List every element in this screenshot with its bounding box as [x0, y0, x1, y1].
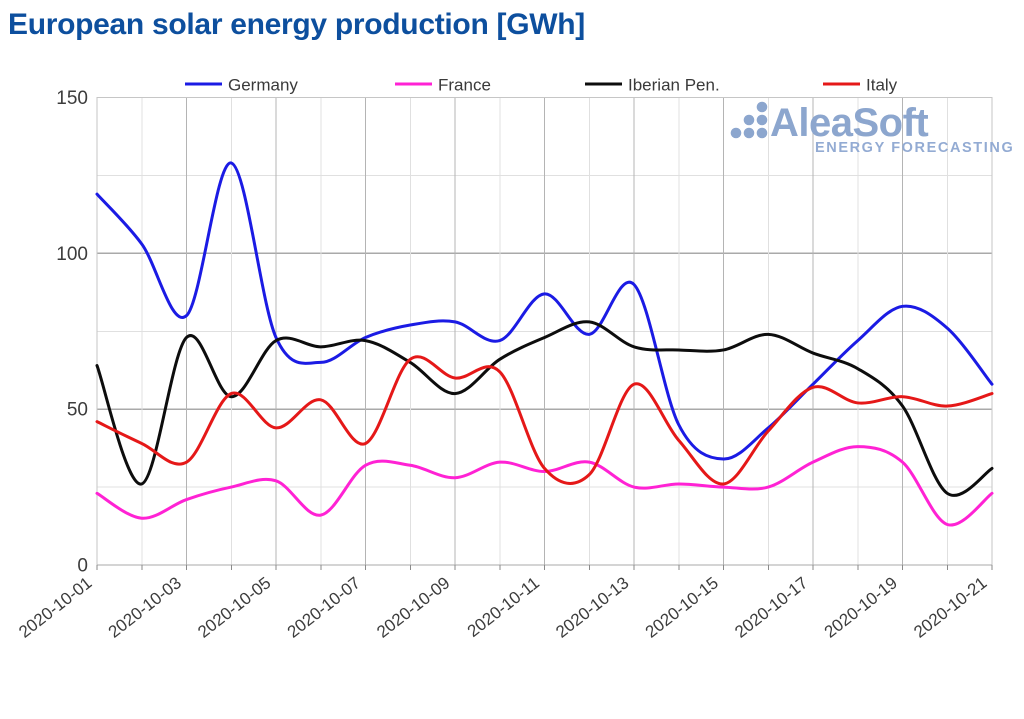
logo-dots-icon [730, 101, 768, 139]
x-tick-label: 2020-10-13 [552, 573, 632, 642]
x-tick-label: 2020-10-01 [15, 573, 95, 642]
x-tick-label: 2020-10-05 [194, 573, 274, 642]
series-line-italy [95, 355, 994, 486]
y-tick-label: 0 [77, 556, 88, 577]
x-tick-label: 2020-10-15 [642, 573, 722, 642]
y-tick-label: 50 [67, 400, 88, 421]
y-tick-label: 150 [56, 88, 88, 109]
aleasoft-logo: AleaSoft ENERGY FORECASTING [730, 98, 1015, 156]
logo-row: AleaSoft [730, 98, 980, 143]
x-tick-label: 2020-10-21 [910, 573, 990, 642]
series-line-france [95, 445, 994, 527]
y-tick-label: 100 [56, 244, 88, 265]
logo-brand: AleaSoft [770, 101, 929, 145]
series-line-iberian-pen- [95, 320, 994, 497]
x-tick-label: 2020-10-03 [105, 573, 185, 642]
legend-label-iberian-pen-: Iberian Pen. [628, 76, 720, 95]
x-tick-label: 2020-10-09 [373, 573, 453, 642]
x-tick-label: 2020-10-07 [284, 573, 364, 642]
legend-label-france: France [438, 76, 491, 95]
legend-label-italy: Italy [866, 76, 898, 95]
x-tick-label: 2020-10-11 [464, 573, 543, 641]
logo-tagline: ENERGY FORECASTING [815, 140, 1015, 156]
x-tick-label: 2020-10-17 [731, 573, 811, 642]
chart-title: European solar energy production [GWh] [8, 8, 585, 41]
legend-label-germany: Germany [228, 76, 298, 95]
x-tick-label: 2020-10-19 [821, 573, 901, 642]
series-line-germany [95, 161, 994, 461]
